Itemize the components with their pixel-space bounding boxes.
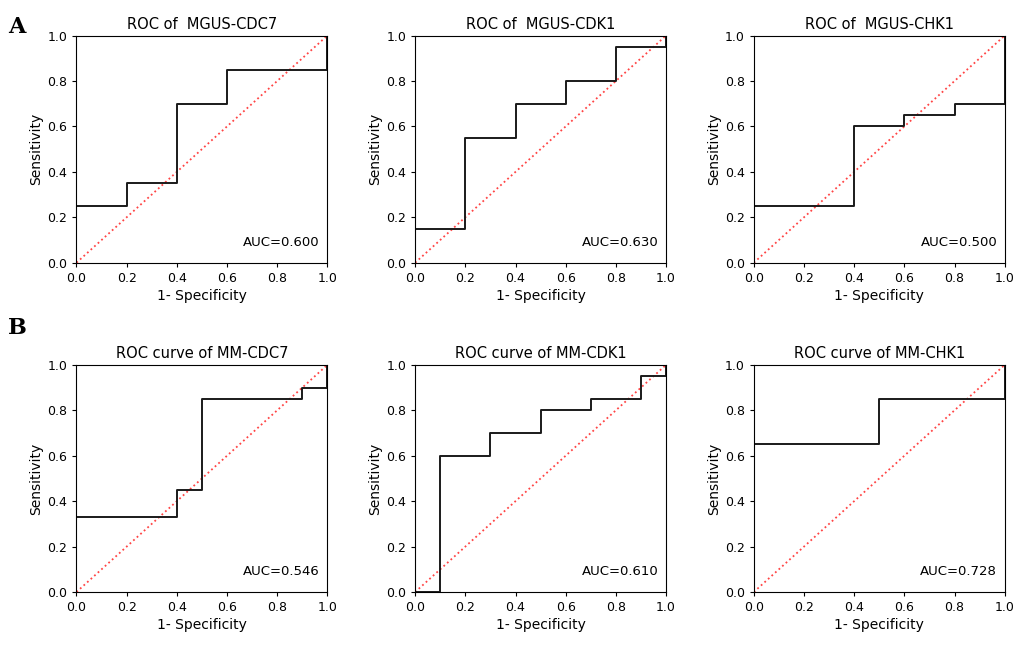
Text: AUC=0.610: AUC=0.610 [581, 565, 658, 578]
Title: ROC curve of MM-CDK1: ROC curve of MM-CDK1 [454, 346, 626, 361]
Y-axis label: Sensitivity: Sensitivity [30, 443, 43, 514]
X-axis label: 1- Specificity: 1- Specificity [834, 289, 923, 303]
X-axis label: 1- Specificity: 1- Specificity [495, 289, 585, 303]
X-axis label: 1- Specificity: 1- Specificity [157, 289, 247, 303]
Title: ROC curve of MM-CDC7: ROC curve of MM-CDC7 [115, 346, 288, 361]
Title: ROC curve of MM-CHK1: ROC curve of MM-CHK1 [793, 346, 964, 361]
Y-axis label: Sensitivity: Sensitivity [706, 113, 720, 185]
Text: AUC=0.630: AUC=0.630 [581, 236, 658, 249]
Y-axis label: Sensitivity: Sensitivity [368, 443, 381, 514]
Text: AUC=0.600: AUC=0.600 [243, 236, 320, 249]
X-axis label: 1- Specificity: 1- Specificity [157, 618, 247, 632]
Text: AUC=0.728: AUC=0.728 [919, 565, 997, 578]
Text: B: B [8, 317, 28, 339]
Y-axis label: Sensitivity: Sensitivity [706, 443, 720, 514]
Y-axis label: Sensitivity: Sensitivity [30, 113, 43, 185]
Text: A: A [8, 16, 25, 38]
Text: AUC=0.500: AUC=0.500 [919, 236, 997, 249]
Title: ROC of  MGUS-CDC7: ROC of MGUS-CDC7 [126, 17, 277, 32]
Title: ROC of  MGUS-CHK1: ROC of MGUS-CHK1 [804, 17, 953, 32]
X-axis label: 1- Specificity: 1- Specificity [834, 618, 923, 632]
Text: AUC=0.546: AUC=0.546 [243, 565, 320, 578]
Title: ROC of  MGUS-CDK1: ROC of MGUS-CDK1 [466, 17, 614, 32]
X-axis label: 1- Specificity: 1- Specificity [495, 618, 585, 632]
Y-axis label: Sensitivity: Sensitivity [368, 113, 381, 185]
